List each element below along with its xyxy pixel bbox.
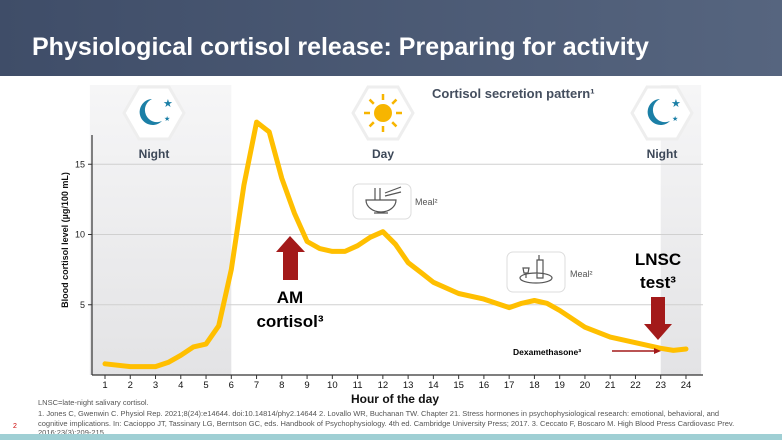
star-icon: ★ (164, 115, 170, 123)
x-axis-label: Hour of the day (351, 392, 439, 406)
wine-meal-icon (506, 251, 566, 293)
am-cortisol-label: cortisol³ (256, 312, 323, 331)
sun-icon (374, 104, 392, 122)
x-tick-label: 11 (353, 380, 363, 391)
region-label-day: Day (372, 147, 394, 161)
x-tick-label: 9 (304, 380, 309, 391)
x-tick-label: 6 (229, 380, 234, 391)
hexagon-badge (630, 85, 694, 141)
y-axis-label: Blood cortisol level (µg/100 mL) (60, 172, 70, 308)
dexamethasone-label: Dexamethasone³ (513, 347, 581, 357)
sun-ray (391, 98, 398, 105)
x-tick-label: 19 (554, 380, 565, 391)
am-cortisol-arrow (276, 236, 305, 280)
x-tick-label: 22 (630, 380, 641, 391)
moon-icon (647, 99, 670, 125)
lnsc-arrow (644, 297, 672, 340)
star-icon: ★ (672, 115, 678, 123)
x-tick-label: 7 (254, 380, 259, 391)
abbreviation-note: LNSC=late-night salivary cortisol. (38, 398, 149, 407)
noodle-bowl-icon (352, 183, 412, 220)
x-tick-label: 2 (128, 380, 133, 391)
x-tick-label: 1 (102, 380, 107, 391)
x-tick-label: 4 (178, 380, 183, 391)
x-tick-label: 16 (479, 380, 490, 391)
x-tick-label: 21 (605, 380, 616, 391)
chart-title: Cortisol secretion pattern¹ (432, 86, 595, 101)
cortisol-curve (102, 119, 689, 370)
meal-label-2: Meal² (570, 269, 593, 279)
moon-icon (139, 99, 162, 125)
region-label-night: Night (139, 147, 170, 161)
y-tick-label: 10 (75, 230, 85, 240)
x-tick-label: 3 (153, 380, 158, 391)
page-number: 2 (13, 423, 17, 430)
x-tick-label: 23 (655, 380, 666, 391)
star-icon: ★ (671, 98, 681, 110)
wine-meal-glyph (519, 255, 553, 284)
star-icon: ★ (163, 98, 173, 110)
x-tick-label: 14 (428, 380, 439, 391)
meal-label-1: Meal² (415, 197, 438, 207)
lnsc-label: LNSC (635, 250, 681, 269)
sun-ray (368, 98, 375, 105)
am-label: AM (277, 288, 303, 307)
x-tick-label: 10 (327, 380, 338, 391)
dexamethasone-arrowhead (654, 348, 661, 354)
title-banner (0, 0, 782, 76)
sun-ray (391, 121, 398, 128)
lnsc-test-label: test³ (640, 273, 676, 292)
y-tick-label: 5 (80, 300, 85, 310)
x-tick-label: 15 (453, 380, 464, 391)
hexagon-badge (122, 85, 186, 141)
slide-title: Physiological cortisol release: Preparin… (32, 33, 649, 61)
x-tick-label: 12 (378, 380, 389, 391)
region-label-night: Night (647, 147, 678, 161)
x-tick-label: 17 (504, 380, 515, 391)
references: 1. Jones C, Gwenwin C. Physiol Rep. 2021… (38, 409, 735, 437)
x-tick-label: 24 (681, 380, 692, 391)
x-tick-label: 8 (279, 380, 284, 391)
x-tick-label: 5 (203, 380, 208, 391)
x-tick-label: 18 (529, 380, 540, 391)
y-tick-label: 15 (75, 159, 85, 169)
x-tick-label: 13 (403, 380, 414, 391)
footer-bar (0, 434, 782, 440)
sun-ray (368, 121, 375, 128)
x-tick-label: 20 (580, 380, 591, 391)
noodle-bowl-glyph (365, 186, 402, 214)
